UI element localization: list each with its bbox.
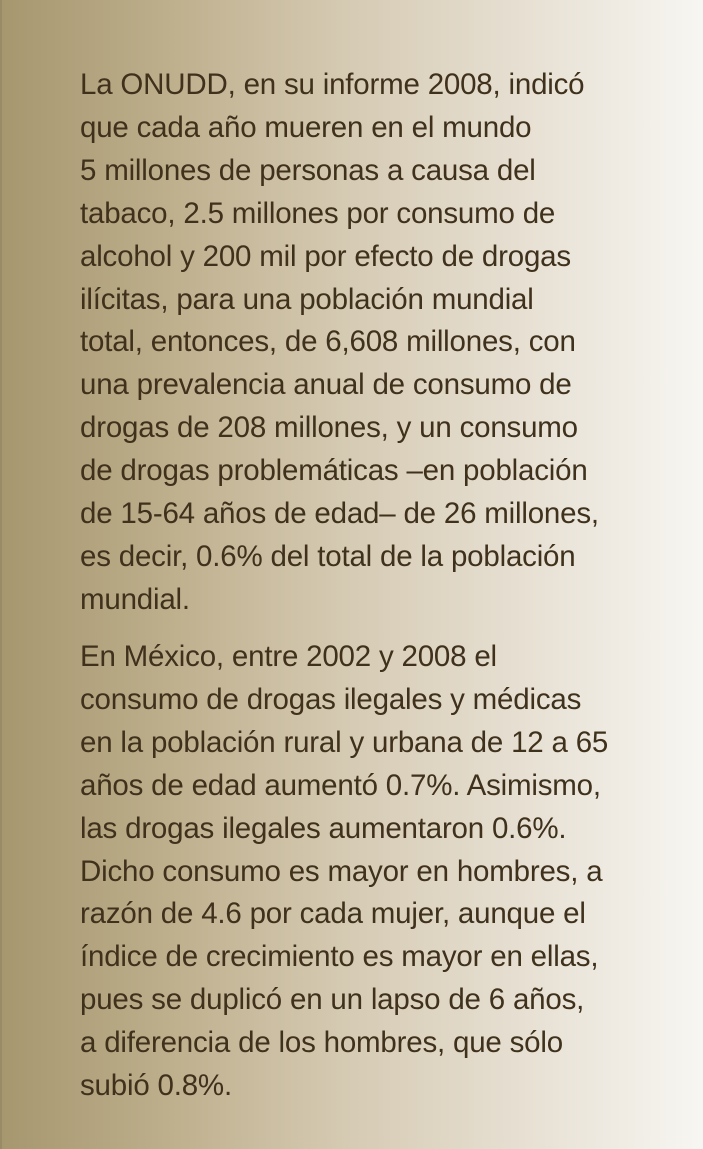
paragraph-onudd: La ONUDD, en su informe 2008, indicó que… (80, 64, 703, 622)
text-line: es decir, 0.6% del total de la población (80, 539, 576, 573)
text-line: razón de 4.6 por cada mujer, aunque el (80, 897, 586, 931)
text-line: ilícitas, para una población mundial (80, 282, 534, 316)
text-line: las drogas ilegales aumentaron 0.6%. (80, 811, 567, 845)
text-line: consumo de drogas ilegales y médicas (80, 682, 582, 716)
text-line: en la población rural y urbana de 12 a 6… (80, 725, 609, 759)
text-line: 5 millones de personas a causa del (80, 153, 536, 187)
text-line: alcohol y 200 mil por efecto de drogas (80, 239, 571, 273)
text-line: En México, entre 2002 y 2008 el (80, 640, 497, 673)
text-line: mundial. (80, 582, 190, 616)
text-line: Dicho consumo es mayor en hombres, a (80, 854, 603, 888)
text-line: tabaco, 2.5 millones por consumo de (80, 196, 556, 230)
text-line: años de edad aumentó 0.7%. Asimismo, (80, 768, 601, 802)
text-line: a diferencia de los hombres, que sólo (80, 1026, 563, 1060)
text-line: de drogas problemáticas –en población (80, 454, 588, 488)
text-line: subió 0.8%. (80, 1069, 232, 1103)
text-line: de 15-64 años de edad– de 26 millones, (80, 497, 599, 531)
paragraph-mexico: En México, entre 2002 y 2008 el consumo … (80, 636, 703, 1108)
text-line: una prevalencia anual de consumo de (80, 368, 572, 402)
text-line: La ONUDD, en su informe 2008, indicó (80, 68, 585, 101)
text-line: pues se duplicó en un lapso de 6 años, (80, 983, 585, 1017)
text-line: drogas de 208 millones, y un consumo (80, 411, 578, 445)
text-line: índice de crecimiento es mayor en ellas, (80, 940, 599, 974)
text-line: que cada año mueren en el mundo (80, 110, 532, 144)
text-line: total, entonces, de 6,608 millones, con (80, 325, 576, 359)
